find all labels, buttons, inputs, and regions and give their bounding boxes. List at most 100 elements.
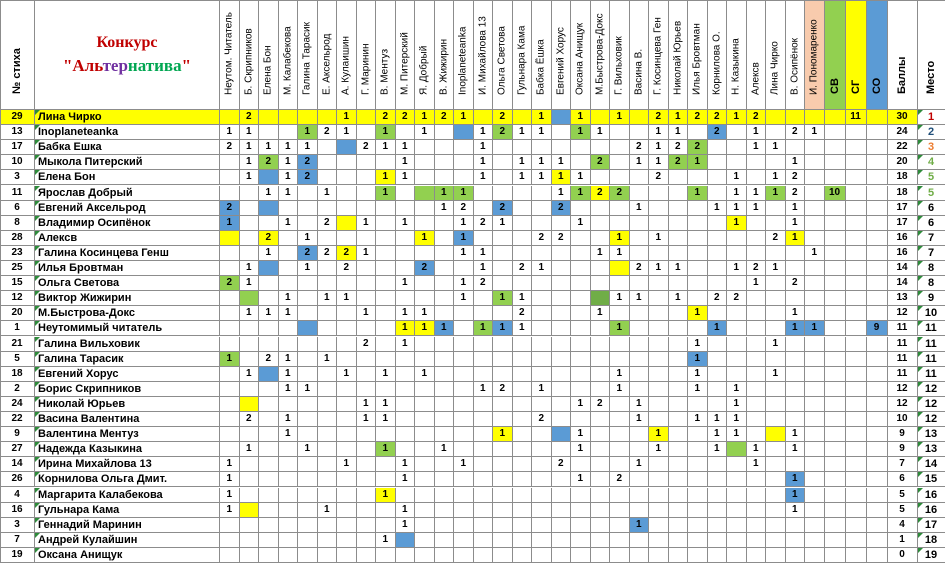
score-cell [649,276,669,292]
score-cell: 2 [551,457,571,473]
score-cell [688,457,708,473]
score-cell [649,351,669,367]
title-part: тер [102,55,128,75]
score-cell [610,200,630,216]
score-cell [278,442,298,458]
entry-author: Неутомимый читатель [35,321,220,337]
score-cell: 1 [629,517,649,533]
score-cell [610,532,630,548]
entry-number: 23 [0,245,35,261]
extra-score-cell [845,457,867,473]
score-cell [337,336,357,352]
score-cell [415,245,435,261]
score-cell: 1 [532,381,552,397]
score-cell [610,125,630,141]
rank: 5 [917,170,945,186]
score-cell [434,276,454,292]
extra-score-cell [845,306,867,322]
score-cell [493,532,513,548]
score-cell [766,110,786,126]
score-cell [259,547,279,563]
score-cell: 2 [298,155,318,171]
juror-header: В. Ментуз [376,0,396,110]
score-cell [805,472,825,488]
score-cell [415,487,435,503]
score-cell [688,547,708,563]
score-cell: 2 [590,155,610,171]
score-cell [707,155,727,171]
score-cell [629,110,649,126]
score-cell: 1 [727,427,747,443]
score-cell: 1 [395,336,415,352]
score-cell: 1 [337,291,357,307]
score-cell [473,502,493,518]
score-cell [434,381,454,397]
score-cell [278,261,298,277]
score-cell [649,366,669,382]
score-cell [668,472,688,488]
score-cell: 1 [337,457,357,473]
score-cell: 1 [493,321,513,337]
score-cell: 1 [220,215,240,231]
score-cell [707,351,727,367]
score-cell [493,487,513,503]
score-cell [629,170,649,186]
score-cell [610,502,630,518]
juror-header-label: Г. Вильховик [613,36,625,95]
score-cell [356,517,376,533]
total-score: 11 [887,321,918,337]
entry-author: Лина Чирко [35,110,220,126]
score-cell: 2 [376,110,396,126]
score-cell [707,472,727,488]
score-cell [746,155,766,171]
score-cell [551,321,571,337]
juror-header: Лина Чирко [766,0,786,110]
score-cell [259,396,279,412]
score-cell [707,381,727,397]
juror-header-label: Inoplaneteanka [457,26,469,95]
score-cell: 2 [512,261,532,277]
score-cell [278,230,298,246]
score-cell [746,396,766,412]
entry-number: 8 [0,215,35,231]
score-cell: 1 [434,442,454,458]
score-cell: 1 [239,306,259,322]
score-cell [649,381,669,397]
score-cell: 1 [785,427,805,443]
score-cell: 1 [298,261,318,277]
score-cell [512,381,532,397]
score-cell [668,200,688,216]
score-cell: 1 [473,125,493,141]
score-cell: 1 [278,306,298,322]
entry-author: Маргарита Калабекова [35,487,220,503]
score-cell [278,547,298,563]
score-cell [532,276,552,292]
entry-number: 2 [0,381,35,397]
extra-score-cell [845,185,867,201]
juror-header-label: Г. Маринин [360,43,372,95]
score-cell: 1 [395,170,415,186]
rank: 11 [917,321,945,337]
total-score: 9 [887,442,918,458]
score-cell [532,427,552,443]
score-cell [454,261,474,277]
score-cell [454,396,474,412]
score-cell: 1 [688,412,708,428]
score-cell [746,532,766,548]
juror-header-label: Лина Чирко [769,41,781,95]
title-part: " [181,55,192,75]
title-part: " [62,55,73,75]
extra-column-header-label: СО [870,77,883,94]
score-cell [259,412,279,428]
entry-author: М.Быстрова-Докс [35,306,220,322]
score-cell: 2 [337,261,357,277]
score-cell: 2 [610,185,630,201]
score-cell: 1 [376,170,396,186]
score-cell: 1 [571,396,591,412]
score-cell [493,245,513,261]
score-cell [727,276,747,292]
score-cell: 1 [785,321,805,337]
score-cell: 1 [785,502,805,518]
score-cell [805,336,825,352]
score-cell [278,502,298,518]
